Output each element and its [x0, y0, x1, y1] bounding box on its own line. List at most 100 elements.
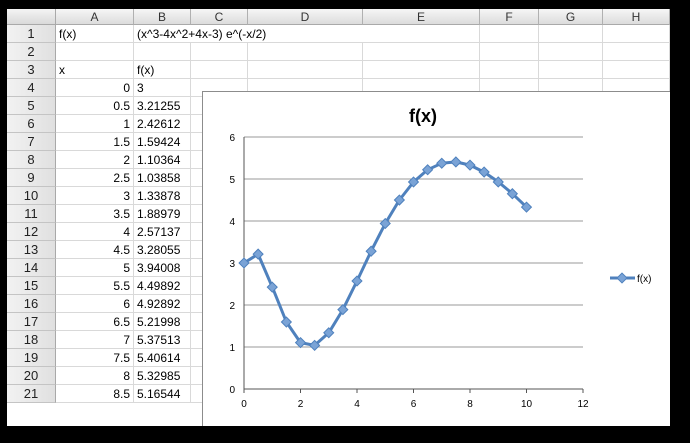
cell-x-value[interactable]: 8.5 [56, 385, 134, 403]
cell-x-value[interactable]: 0.5 [56, 97, 134, 115]
cell-x-value[interactable]: 1 [56, 115, 134, 133]
row-header-10[interactable]: 10 [7, 187, 56, 205]
row-header-6[interactable]: 6 [7, 115, 56, 133]
cell-fx-value[interactable]: 2.42612 [134, 115, 191, 133]
cell-x-value[interactable]: 8 [56, 367, 134, 385]
row-header-1[interactable]: 1 [7, 25, 56, 43]
row-header-5[interactable]: 5 [7, 97, 56, 115]
cell-fx-value[interactable]: 5.21998 [134, 313, 191, 331]
x-tick-label: 12 [577, 399, 589, 410]
column-header-f[interactable]: F [480, 9, 539, 25]
cell-fx-value[interactable]: 5.32985 [134, 367, 191, 385]
cell-empty[interactable] [539, 43, 603, 61]
cell-empty[interactable] [539, 61, 603, 79]
row-header-12[interactable]: 12 [7, 223, 56, 241]
cell-fx-value[interactable]: 5.16544 [134, 385, 191, 403]
row-header-19[interactable]: 19 [7, 349, 56, 367]
data-point [238, 257, 250, 269]
row-header-4[interactable]: 4 [7, 79, 56, 97]
data-point [280, 316, 293, 328]
column-header-g[interactable]: G [539, 9, 603, 25]
row-header-11[interactable]: 11 [7, 205, 56, 223]
cell-empty[interactable] [134, 43, 191, 61]
y-tick-label: 5 [229, 175, 235, 186]
row-header-15[interactable]: 15 [7, 277, 56, 295]
row-header-14[interactable]: 14 [7, 259, 56, 277]
cell-fx-value[interactable]: 1.10364 [134, 151, 191, 169]
cell-x-value[interactable]: 5.5 [56, 277, 134, 295]
column-header-c[interactable]: C [191, 9, 248, 25]
cell-fx-value[interactable]: 3.28055 [134, 241, 191, 259]
row-header-17[interactable]: 17 [7, 313, 56, 331]
cell-fx-value[interactable]: 1.03858 [134, 169, 191, 187]
plot-area [238, 156, 533, 352]
cell-empty[interactable] [248, 61, 363, 79]
row-header-9[interactable]: 9 [7, 169, 56, 187]
row-header-3[interactable]: 3 [7, 61, 56, 79]
cell-x-value[interactable]: 3 [56, 187, 134, 205]
cell-fx-value[interactable]: 1.33878 [134, 187, 191, 205]
cell-fx-value[interactable]: 3.94008 [134, 259, 191, 277]
row-header-7[interactable]: 7 [7, 133, 56, 151]
row-header-21[interactable]: 21 [7, 385, 56, 403]
cell-a3[interactable]: x [56, 61, 134, 79]
cell-fx-value[interactable]: 4.92892 [134, 295, 191, 313]
y-tick-label: 2 [229, 301, 235, 312]
cell-x-value[interactable]: 3.5 [56, 205, 134, 223]
cell-x-value[interactable]: 0 [56, 79, 134, 97]
cell-empty[interactable] [191, 61, 248, 79]
cell-x-value[interactable]: 2 [56, 151, 134, 169]
cell-empty[interactable] [603, 61, 670, 79]
cell-x-value[interactable]: 6 [56, 295, 134, 313]
cell-empty[interactable] [480, 25, 539, 43]
cell-fx-value[interactable]: 5.40614 [134, 349, 191, 367]
column-header-a[interactable]: A [56, 9, 134, 25]
cell-x-value[interactable]: 1.5 [56, 133, 134, 151]
cell-empty[interactable] [56, 43, 134, 61]
row-header-13[interactable]: 13 [7, 241, 56, 259]
cell-b3[interactable]: f(x) [134, 61, 191, 79]
row-header-18[interactable]: 18 [7, 331, 56, 349]
data-point [492, 176, 504, 188]
cell-x-value[interactable]: 2.5 [56, 169, 134, 187]
cell-empty[interactable] [603, 25, 670, 43]
cell-x-value[interactable]: 6.5 [56, 313, 134, 331]
cell-fx-value[interactable]: 5.37513 [134, 331, 191, 349]
cell-empty[interactable] [248, 43, 363, 61]
chart-legend[interactable]: f(x) [610, 272, 651, 285]
cell-x-value[interactable]: 4 [56, 223, 134, 241]
select-all-corner[interactable] [7, 9, 56, 25]
cell-b1[interactable]: (x^3-4x^2+4x-3) e^(-x/2) [134, 25, 364, 43]
column-header-e[interactable]: E [363, 9, 480, 25]
cell-fx-value[interactable]: 2.57137 [134, 223, 191, 241]
row-header-20[interactable]: 20 [7, 367, 56, 385]
cell-empty[interactable] [539, 25, 603, 43]
cell-empty[interactable] [191, 43, 248, 61]
cell-fx-value[interactable]: 1.88979 [134, 205, 191, 223]
cell-x-value[interactable]: 7 [56, 331, 134, 349]
cell-x-value[interactable]: 7.5 [56, 349, 134, 367]
y-tick-label: 4 [229, 217, 235, 228]
row-header-16[interactable]: 16 [7, 295, 56, 313]
cell-empty[interactable] [480, 61, 539, 79]
column-header-h[interactable]: H [603, 9, 670, 25]
column-header-b[interactable]: B [134, 9, 191, 25]
row-header-8[interactable]: 8 [7, 151, 56, 169]
cell-x-value[interactable]: 5 [56, 259, 134, 277]
cell-empty[interactable] [603, 43, 670, 61]
cell-empty[interactable] [363, 43, 480, 61]
cell-x-value[interactable]: 4.5 [56, 241, 134, 259]
row-header-2[interactable]: 2 [7, 43, 56, 61]
legend-marker [616, 272, 628, 284]
cell-fx-value[interactable]: 1.59424 [134, 133, 191, 151]
data-point [407, 176, 420, 188]
cell-a1[interactable]: f(x) [56, 25, 134, 43]
cell-empty[interactable] [363, 25, 480, 43]
cell-empty[interactable] [480, 43, 539, 61]
cell-fx-value[interactable]: 4.49892 [134, 277, 191, 295]
cell-empty[interactable] [363, 61, 480, 79]
cell-fx-value[interactable]: 3 [134, 79, 191, 97]
cell-fx-value[interactable]: 3.21255 [134, 97, 191, 115]
column-header-d[interactable]: D [248, 9, 363, 25]
